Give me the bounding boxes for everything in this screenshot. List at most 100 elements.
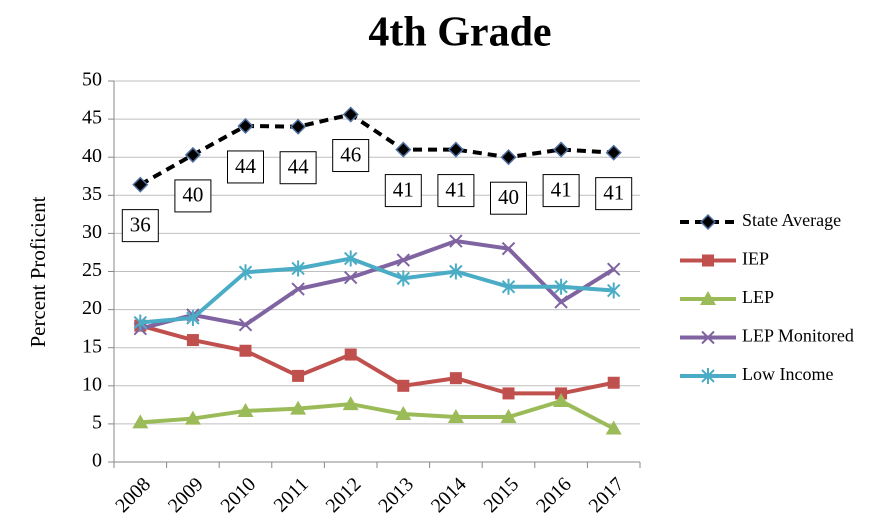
data-label: 36 [130,212,151,236]
y-tick-label: 25 [82,259,102,281]
marker [395,405,412,420]
marker [605,144,622,161]
chart-title: 4th Grade [368,10,551,56]
marker [701,368,715,384]
series-line [139,323,615,396]
data-label: 40 [182,183,203,207]
marker [553,393,570,408]
legend-label: LEP Monitored [742,326,854,346]
data-label-box [332,139,370,173]
series-line [139,112,614,187]
marker [554,278,568,295]
marker [238,264,253,281]
y-tick-label: 50 [82,69,102,91]
marker [239,344,252,357]
x-tick-label: 2017 [585,473,629,517]
marker [342,396,359,411]
data-label-box [174,179,212,213]
y-tick-label: 0 [92,450,102,472]
marker [342,106,359,123]
marker [700,291,716,305]
marker [291,282,305,296]
data-label: 41 [393,177,414,201]
marker [344,348,357,361]
y-tick-label: 15 [82,335,102,357]
data-label-box [437,174,475,208]
x-tick-label: 2009 [164,473,208,517]
marker [606,282,621,299]
marker [699,213,717,231]
marker [343,270,358,285]
marker [186,334,199,347]
series-line [140,398,615,431]
marker [501,241,516,256]
marker [396,253,411,267]
data-label: 44 [288,155,310,179]
marker [291,260,305,277]
data-label-box [121,209,159,243]
marker [605,420,622,435]
data-label: 41 [551,177,572,201]
x-tick-label: 2011 [270,473,313,516]
data-label-box [542,174,580,208]
marker [500,409,517,424]
marker [133,314,148,331]
legend-label: State Average [742,210,841,230]
y-tick-label: 10 [82,373,102,395]
data-label: 41 [603,180,624,204]
y-tick-label: 20 [82,297,102,319]
y-tick-label: 45 [82,107,102,129]
x-tick-label: 2016 [532,473,576,517]
data-label-box [279,151,317,185]
data-label: 44 [235,154,257,178]
data-label-box [595,177,633,211]
marker [292,369,305,382]
marker [554,295,568,309]
marker [343,250,358,267]
y-tick-label: 35 [82,183,102,205]
marker [184,146,201,163]
marker [606,262,621,276]
data-label-box [384,174,422,208]
data-label: 41 [445,177,466,201]
legend-label: IEP [742,249,769,269]
x-tick-label: 2008 [111,473,155,517]
marker [449,263,463,280]
marker [702,254,714,267]
marker [447,141,464,158]
marker [186,309,200,326]
marker [500,149,517,166]
legend-label: LEP [742,287,774,307]
legend-marker [701,330,715,345]
y-tick-label: 40 [82,145,102,167]
marker [501,278,516,295]
marker [132,414,149,429]
marker [395,141,412,158]
marker [553,141,570,158]
y-tick-label: 30 [82,221,102,243]
legend-marker [702,254,714,267]
x-tick-label: 2014 [427,473,471,517]
y-tick-label: 5 [92,411,102,433]
marker [132,176,149,193]
data-label: 46 [340,142,361,166]
marker [396,270,411,287]
marker [701,330,715,345]
marker [237,402,254,417]
marker [397,379,410,392]
marker [238,318,253,332]
marker [290,118,307,135]
marker [290,400,307,415]
y-axis-label: Percent Proficient [26,196,50,347]
data-label-box [490,181,527,215]
x-tick-label: 2010 [216,473,260,517]
marker [449,234,463,248]
marker [607,376,620,389]
marker [237,117,254,135]
legend-label: Low Income [742,364,833,384]
legend-marker [699,213,717,231]
data-label: 40 [498,185,519,209]
x-tick-label: 2012 [322,473,366,517]
marker [449,372,462,385]
